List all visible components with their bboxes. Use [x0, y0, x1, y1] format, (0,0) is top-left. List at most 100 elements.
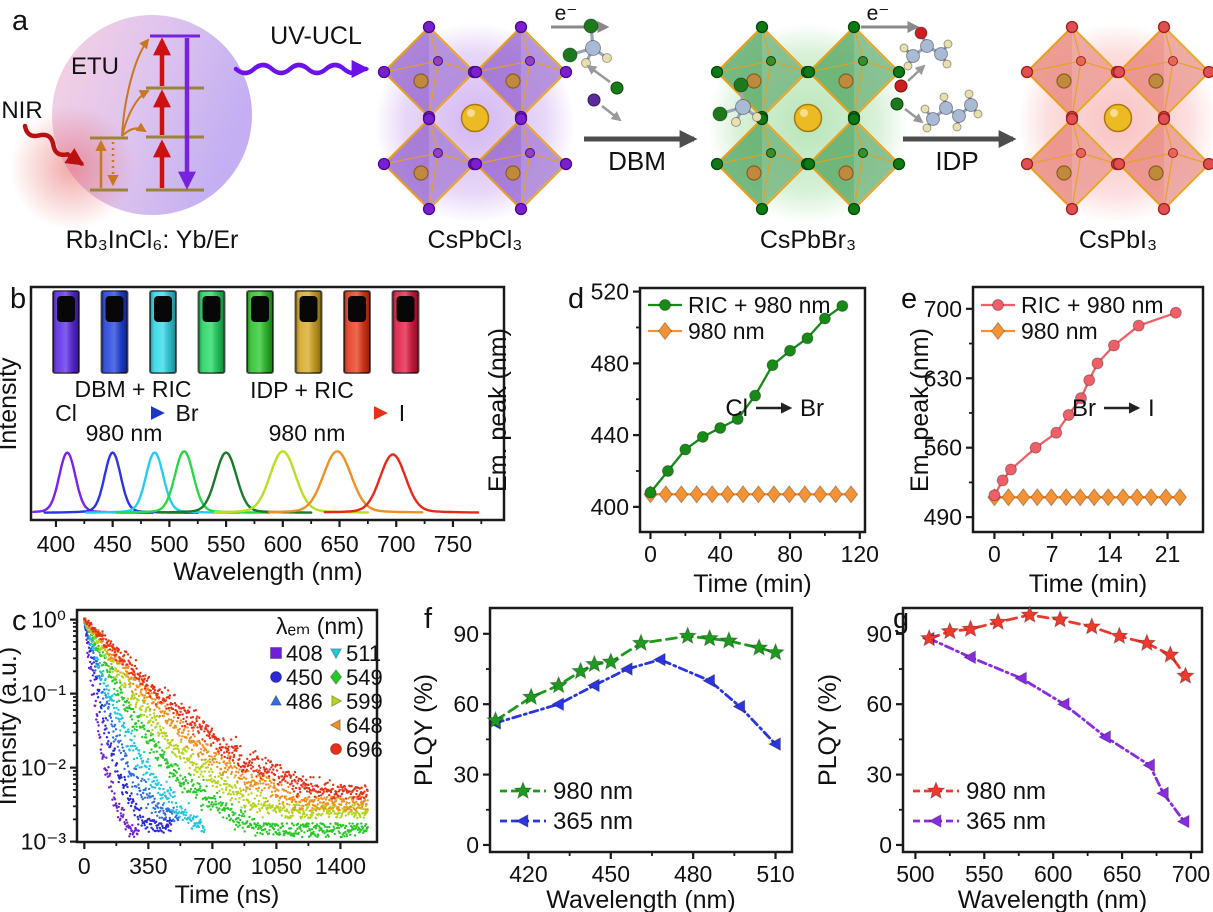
decay-point	[106, 670, 109, 674]
marker-star	[1109, 626, 1129, 645]
decay-point	[232, 755, 235, 759]
crystal-cspbi	[1018, 20, 1213, 223]
decay-point	[248, 815, 251, 819]
decay-point	[236, 746, 239, 750]
decay-point	[253, 758, 257, 761]
decay-point	[120, 696, 124, 699]
decay-point	[256, 771, 260, 774]
decay-point	[324, 825, 327, 828]
molecule-atom	[952, 122, 962, 132]
decay-point	[114, 678, 118, 681]
decay-point	[140, 713, 144, 717]
decay-point	[166, 713, 170, 716]
octahedron	[1020, 112, 1124, 216]
decay-point	[145, 715, 149, 718]
decay-point	[215, 806, 218, 809]
decay-point	[284, 773, 287, 776]
decay-point	[110, 676, 113, 679]
decay-point	[119, 751, 123, 755]
decay-point	[352, 824, 356, 828]
halide-apex-ball	[766, 56, 776, 66]
decay-point	[166, 719, 169, 723]
y-tick-label: 30	[866, 762, 892, 788]
decay-point	[134, 688, 137, 691]
nir-wavy-arrow	[22, 123, 85, 166]
decay-point	[277, 799, 280, 802]
x-tick-label: 0	[988, 541, 1001, 567]
decay-point	[108, 674, 111, 677]
decay-point	[162, 753, 165, 756]
halide-ball	[1065, 202, 1079, 216]
decay-point	[106, 719, 109, 722]
marker-diamond	[1101, 488, 1116, 507]
decay-point	[250, 823, 253, 827]
cuvette-cap	[299, 296, 318, 322]
legend-label: 648	[346, 713, 383, 738]
decay-point	[252, 779, 256, 782]
marker-circle	[1062, 408, 1075, 421]
decay-point	[361, 805, 364, 808]
decay-point	[196, 815, 199, 818]
decay-point	[286, 809, 289, 813]
decay-point	[242, 788, 245, 792]
decay-point	[272, 782, 276, 785]
decay-point	[149, 719, 152, 722]
decay-series-696nm	[83, 617, 369, 801]
decay-point	[316, 806, 319, 810]
molecule-atom	[906, 49, 920, 63]
octahedron-edge	[716, 152, 772, 165]
decay-point	[266, 804, 269, 807]
decay-point	[89, 679, 92, 682]
decay-point	[132, 725, 135, 728]
crystal-label-cspbi3: CsPbI₃	[1079, 226, 1157, 254]
decay-point	[151, 795, 155, 798]
cuvette-cap	[202, 296, 221, 322]
decay-point	[167, 706, 171, 710]
decay-point	[363, 813, 366, 817]
decay-point	[92, 640, 96, 644]
decay-point	[213, 775, 217, 779]
legend-marker	[329, 718, 341, 732]
octahedron-edge	[853, 152, 864, 210]
decay-point	[182, 752, 185, 755]
decay-point	[276, 824, 280, 827]
decay-point	[185, 757, 189, 760]
etu-transfer-arrow	[121, 90, 150, 137]
decay-point	[355, 807, 358, 810]
decay-point	[139, 691, 142, 694]
marker-circle	[1029, 441, 1042, 454]
decay-point	[158, 816, 161, 819]
decay-point	[94, 699, 98, 703]
decay-point	[147, 767, 151, 771]
decay-point	[200, 804, 203, 808]
decay-point	[105, 756, 108, 759]
decay-point	[235, 767, 238, 770]
decay-point	[108, 665, 111, 668]
decay-point	[264, 779, 267, 783]
decay-point	[116, 650, 120, 653]
marker-diamond	[720, 485, 735, 504]
halide-ball	[1157, 112, 1171, 126]
decay-point	[343, 805, 346, 809]
marker-circle	[644, 486, 657, 499]
panel-label-b: b	[10, 283, 26, 315]
decay-point	[147, 778, 150, 781]
octahedron-edge	[520, 152, 531, 210]
decay-point	[261, 833, 264, 836]
decay-point	[174, 726, 178, 729]
decay-point	[267, 812, 271, 815]
decay-point	[314, 809, 318, 812]
decay-point	[303, 812, 306, 816]
decay-point	[149, 823, 153, 826]
decay-point	[127, 801, 130, 805]
octahedron-edge	[1080, 152, 1118, 165]
decay-point	[239, 809, 243, 812]
decay-point	[120, 691, 124, 694]
decay-point	[280, 809, 283, 812]
decay-point	[137, 699, 140, 702]
electron-label: e⁻	[867, 2, 890, 25]
dbm-molecule	[562, 18, 612, 68]
decay-point	[296, 792, 299, 796]
decay-point	[237, 791, 240, 795]
decay-point	[264, 762, 268, 765]
